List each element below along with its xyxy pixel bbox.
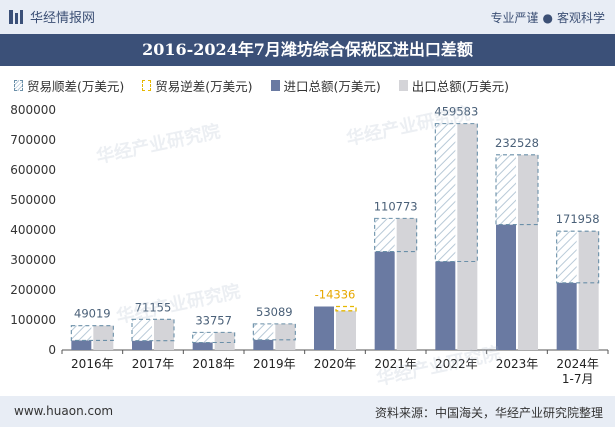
legend-swatch-surplus <box>14 80 23 91</box>
import-bar <box>71 340 92 350</box>
import-bar <box>496 224 516 350</box>
x-tick-label: 2016年 <box>71 357 114 371</box>
export-bar <box>336 310 356 350</box>
import-bar <box>132 340 152 350</box>
import-bar <box>314 306 334 350</box>
import-bar <box>374 251 395 350</box>
data-label: -14336 <box>315 288 356 302</box>
surplus-outline <box>495 154 539 226</box>
slogan-dot-icon: ● <box>542 11 553 25</box>
surplus-outline <box>374 217 418 253</box>
data-label: 171958 <box>556 212 600 226</box>
import-bar <box>192 342 213 350</box>
legend-swatch-import <box>270 80 280 91</box>
surplus-hatch <box>556 231 577 283</box>
legend-label-surplus: 贸易顺差(万美元) <box>27 79 125 94</box>
footer: www.huaon.com 资料来源：中国海关，华经产业研究院整理 <box>0 396 615 427</box>
legend-item-import: 进口总额(万美元) <box>270 76 381 95</box>
footer-source: 资料来源：中国海关，华经产业研究院整理 <box>374 406 603 420</box>
legend-item-deficit: 贸易逆差(万美元) <box>142 76 253 95</box>
x-tick-label: 2022年 <box>435 357 478 371</box>
deficit-outline <box>335 305 357 312</box>
y-tick-label: 100000 <box>10 313 56 327</box>
import-bar <box>435 261 456 350</box>
surplus-hatch <box>132 319 152 341</box>
x-tick-label: 1-7月 <box>562 372 594 386</box>
legend-label-export: 出口总额(万美元) <box>411 79 510 94</box>
export-bar <box>578 231 599 350</box>
surplus-hatch <box>71 325 92 341</box>
top-bar: 华经情报网 专业严谨 ● 客观科学 <box>0 0 615 34</box>
x-tick-label: 2020年 <box>314 357 357 371</box>
data-label: 459583 <box>434 105 478 119</box>
import-bar <box>556 282 577 350</box>
legend: 贸易顺差(万美元) 贸易逆差(万美元) 进口总额(万美元) 出口总额(万美元) <box>14 76 527 95</box>
y-tick-label: 0 <box>48 343 56 357</box>
x-tick-label: 2019年 <box>253 357 296 371</box>
data-label: 71155 <box>135 300 172 314</box>
surplus-outline <box>192 331 236 344</box>
surplus-outline <box>556 230 600 284</box>
surplus-outline <box>70 325 114 341</box>
brand-logo-icon <box>9 9 23 24</box>
surplus-outline <box>252 323 296 341</box>
slogan-right: 客观科学 <box>556 11 605 25</box>
surplus-hatch <box>192 332 213 343</box>
y-tick-label: 600000 <box>10 163 56 177</box>
surplus-hatch <box>374 218 395 252</box>
export-bar <box>154 319 174 350</box>
x-tick-label: 2017年 <box>132 357 175 371</box>
data-label: 49019 <box>74 307 111 321</box>
slogan: 专业严谨 ● 客观科学 <box>490 9 605 26</box>
chart-title: 2016-2024年7月潍坊综合保税区进出口差额 <box>0 34 615 66</box>
brand-name: 华经情报网 <box>30 11 96 26</box>
y-tick-label: 400000 <box>10 223 56 237</box>
surplus-hatch <box>496 154 516 225</box>
legend-swatch-export <box>398 80 408 91</box>
slogan-left: 专业严谨 <box>490 11 539 25</box>
x-tick-label: 2024年 <box>556 357 599 371</box>
y-tick-label: 200000 <box>10 283 56 297</box>
x-tick-label: 2018年 <box>192 357 235 371</box>
surplus-hatch <box>435 123 456 262</box>
x-tick-label: 2021年 <box>374 357 417 371</box>
x-tick-label: 2023年 <box>496 357 539 371</box>
footer-url[interactable]: www.huaon.com <box>14 404 114 418</box>
legend-label-import: 进口总额(万美元) <box>283 79 381 94</box>
surplus-outline <box>131 318 175 342</box>
y-tick-label: 800000 <box>10 103 56 117</box>
export-bar <box>396 218 417 350</box>
brand: 华经情报网 <box>8 7 95 26</box>
surplus-outline <box>434 123 478 263</box>
export-bar <box>93 325 114 350</box>
data-label: 33757 <box>195 313 232 327</box>
export-bar <box>214 332 235 350</box>
import-bar <box>253 339 274 350</box>
surplus-hatch <box>253 323 274 340</box>
legend-swatch-deficit <box>142 80 152 91</box>
data-label: 110773 <box>374 199 418 213</box>
legend-item-export: 出口总额(万美元) <box>398 76 510 95</box>
y-tick-label: 700000 <box>10 133 56 147</box>
export-bar <box>518 154 538 350</box>
export-bar <box>275 323 296 350</box>
data-label: 53089 <box>256 305 293 319</box>
bar-chart: 0 100000 200000 300000 400000 500000 600000 700… <box>10 103 609 386</box>
data-label: 232528 <box>495 136 539 150</box>
legend-label-deficit: 贸易逆差(万美元) <box>155 79 253 94</box>
export-bar <box>457 123 478 351</box>
legend-item-surplus: 贸易顺差(万美元) <box>14 76 124 95</box>
y-tick-label: 500000 <box>10 193 56 207</box>
y-tick-label: 300000 <box>10 253 56 267</box>
